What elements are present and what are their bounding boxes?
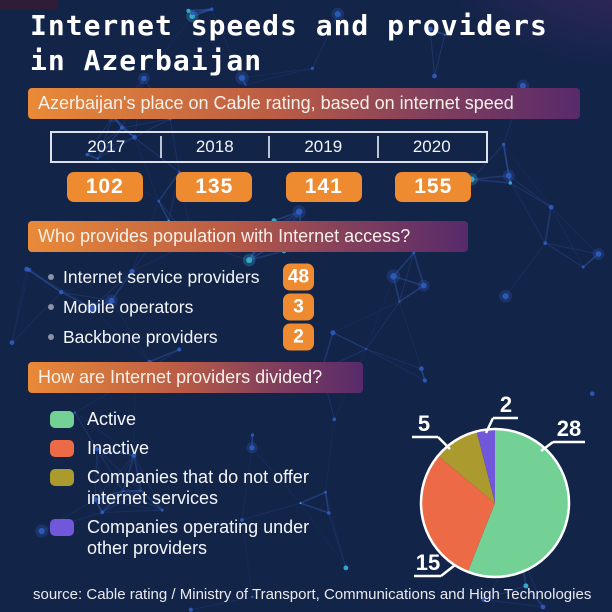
provider-row-isp: Internet service providers 48	[48, 262, 378, 292]
legend-item-no-services: Companies that do not offer internet ser…	[50, 467, 337, 509]
rank-badge-2018: 135	[176, 172, 253, 202]
pie-slice-3	[476, 428, 495, 503]
legend-swatch-purple	[50, 519, 74, 536]
top-left-strip	[0, 0, 57, 9]
bullet-icon	[48, 304, 54, 310]
provider-label: Internet service providers	[63, 266, 260, 287]
year-cell-2017: 2017	[87, 137, 126, 156]
pie-slice-0	[467, 429, 570, 577]
rank-slot: 155	[379, 172, 489, 202]
pie-slice-2	[437, 431, 495, 503]
provider-count-badge: 48	[283, 263, 314, 291]
pie-label-green: 28	[557, 416, 581, 441]
section-heading-providers: Who provides population with Internet ac…	[28, 221, 468, 252]
leader-line-2	[484, 416, 518, 434]
legend-label: Active	[87, 409, 137, 429]
pie-outline	[419, 427, 571, 579]
rank-slot: 135	[160, 172, 270, 202]
legend-label: Companies operating under other provider…	[87, 517, 310, 558]
years-table: 2017 2018 2019 2020	[50, 131, 488, 163]
pie-label-olive: 5	[418, 411, 430, 436]
year-cell-2018: 2018	[159, 133, 270, 161]
provider-row-backbone: Backbone providers 2	[48, 322, 378, 352]
title-line-2: in Azerbaijan	[30, 44, 263, 77]
ranks-row: 102 135 141 155	[50, 172, 488, 202]
pie-label-purple: 2	[500, 392, 512, 417]
pie-data-labels: 2 5 28 15	[416, 392, 581, 575]
legend-swatch-olive	[50, 469, 74, 486]
section-heading-division: How are Internet providers divided?	[28, 362, 363, 393]
pie-legend: Active Inactive Companies that do not of…	[50, 409, 337, 567]
leader-line-5	[412, 435, 451, 450]
pie-label-leader-lines	[412, 416, 585, 578]
provider-row-mobile: Mobile operators 3	[48, 292, 378, 322]
leader-line-15	[414, 564, 456, 578]
leader-line-28	[540, 440, 585, 452]
rank-slot: 102	[50, 172, 160, 202]
rank-slot: 141	[269, 172, 379, 202]
year-cell-2020: 2020	[376, 133, 487, 161]
provider-label: Mobile operators	[63, 296, 194, 317]
provider-count-badge: 3	[283, 293, 314, 321]
legend-swatch-orange	[50, 440, 74, 457]
section-heading-rating: Azerbaijan's place on Cable rating, base…	[28, 88, 580, 119]
rank-badge-2017: 102	[66, 172, 143, 202]
rank-badge-2020: 155	[395, 172, 472, 202]
year-cell-2019: 2019	[268, 133, 378, 161]
bullet-icon	[48, 274, 54, 280]
legend-item-active: Active	[50, 409, 337, 430]
source-note: source: Cable rating / Ministry of Trans…	[33, 586, 592, 603]
rank-badge-2019: 141	[285, 172, 362, 202]
pie-label-orange: 15	[416, 550, 440, 575]
provider-count-badge: 2	[283, 323, 314, 351]
title-line-1: Internet speeds and providers	[30, 9, 548, 42]
pie-slices	[421, 428, 570, 577]
bullet-icon	[48, 334, 54, 340]
legend-label: Inactive	[87, 438, 150, 458]
page-title: Internet speeds and providers in Azerbai…	[30, 8, 548, 78]
pie-slice-1	[421, 455, 495, 572]
legend-item-inactive: Inactive	[50, 438, 337, 459]
legend-swatch-green	[50, 411, 74, 428]
legend-label: Companies that do not offer internet ser…	[87, 467, 309, 508]
provider-label: Backbone providers	[63, 326, 218, 347]
provider-list: Internet service providers 48 Mobile ope…	[48, 262, 378, 352]
legend-item-under-others: Companies operating under other provider…	[50, 517, 337, 559]
